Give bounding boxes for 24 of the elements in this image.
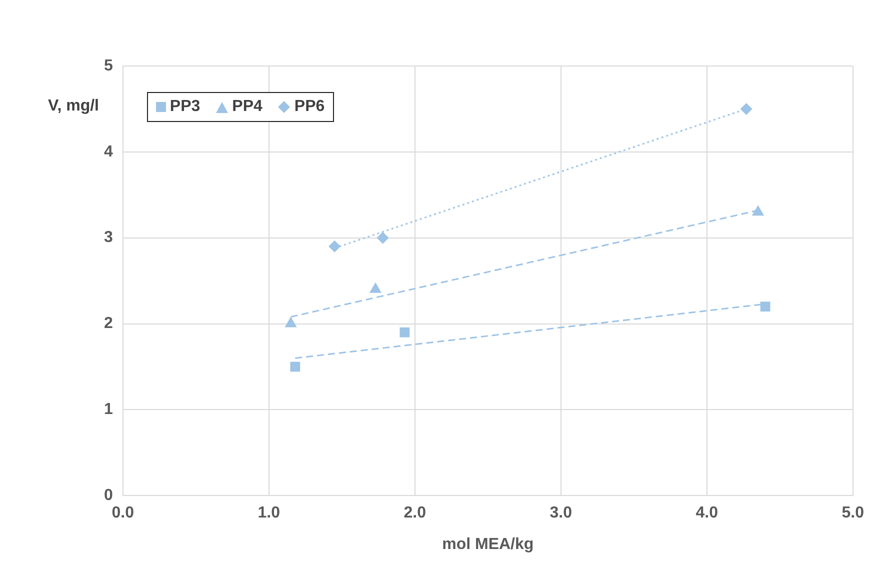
point	[760, 302, 770, 312]
y-tick-label: 2	[104, 315, 113, 332]
x-tick-label: 3.0	[550, 504, 572, 522]
point	[400, 327, 410, 338]
x-tick-label: 5.0	[842, 504, 864, 522]
y-tick-label: 3	[104, 229, 113, 246]
x-tick-label: 1.0	[258, 504, 280, 522]
x-axis-title: mol MEA/kg	[442, 536, 534, 553]
x-tick-label: 4.0	[696, 504, 718, 522]
y-tick-label: 5	[104, 57, 113, 74]
point	[290, 362, 300, 372]
point	[376, 232, 389, 244]
x-tick-label: 2.0	[404, 504, 426, 522]
point	[328, 240, 341, 252]
legend-label: PP4	[232, 98, 262, 116]
y-tick-label: 1	[104, 401, 113, 418]
y-tick-label: 0	[104, 487, 113, 504]
x-tick-label: 0.0	[112, 504, 134, 522]
y-axis-title: V, mg/l	[48, 97, 99, 114]
legend-label: PP6	[294, 98, 325, 116]
legend-label: PP3	[170, 98, 200, 116]
y-tick-label: 4	[104, 143, 113, 160]
point	[740, 102, 752, 115]
point	[752, 205, 764, 216]
